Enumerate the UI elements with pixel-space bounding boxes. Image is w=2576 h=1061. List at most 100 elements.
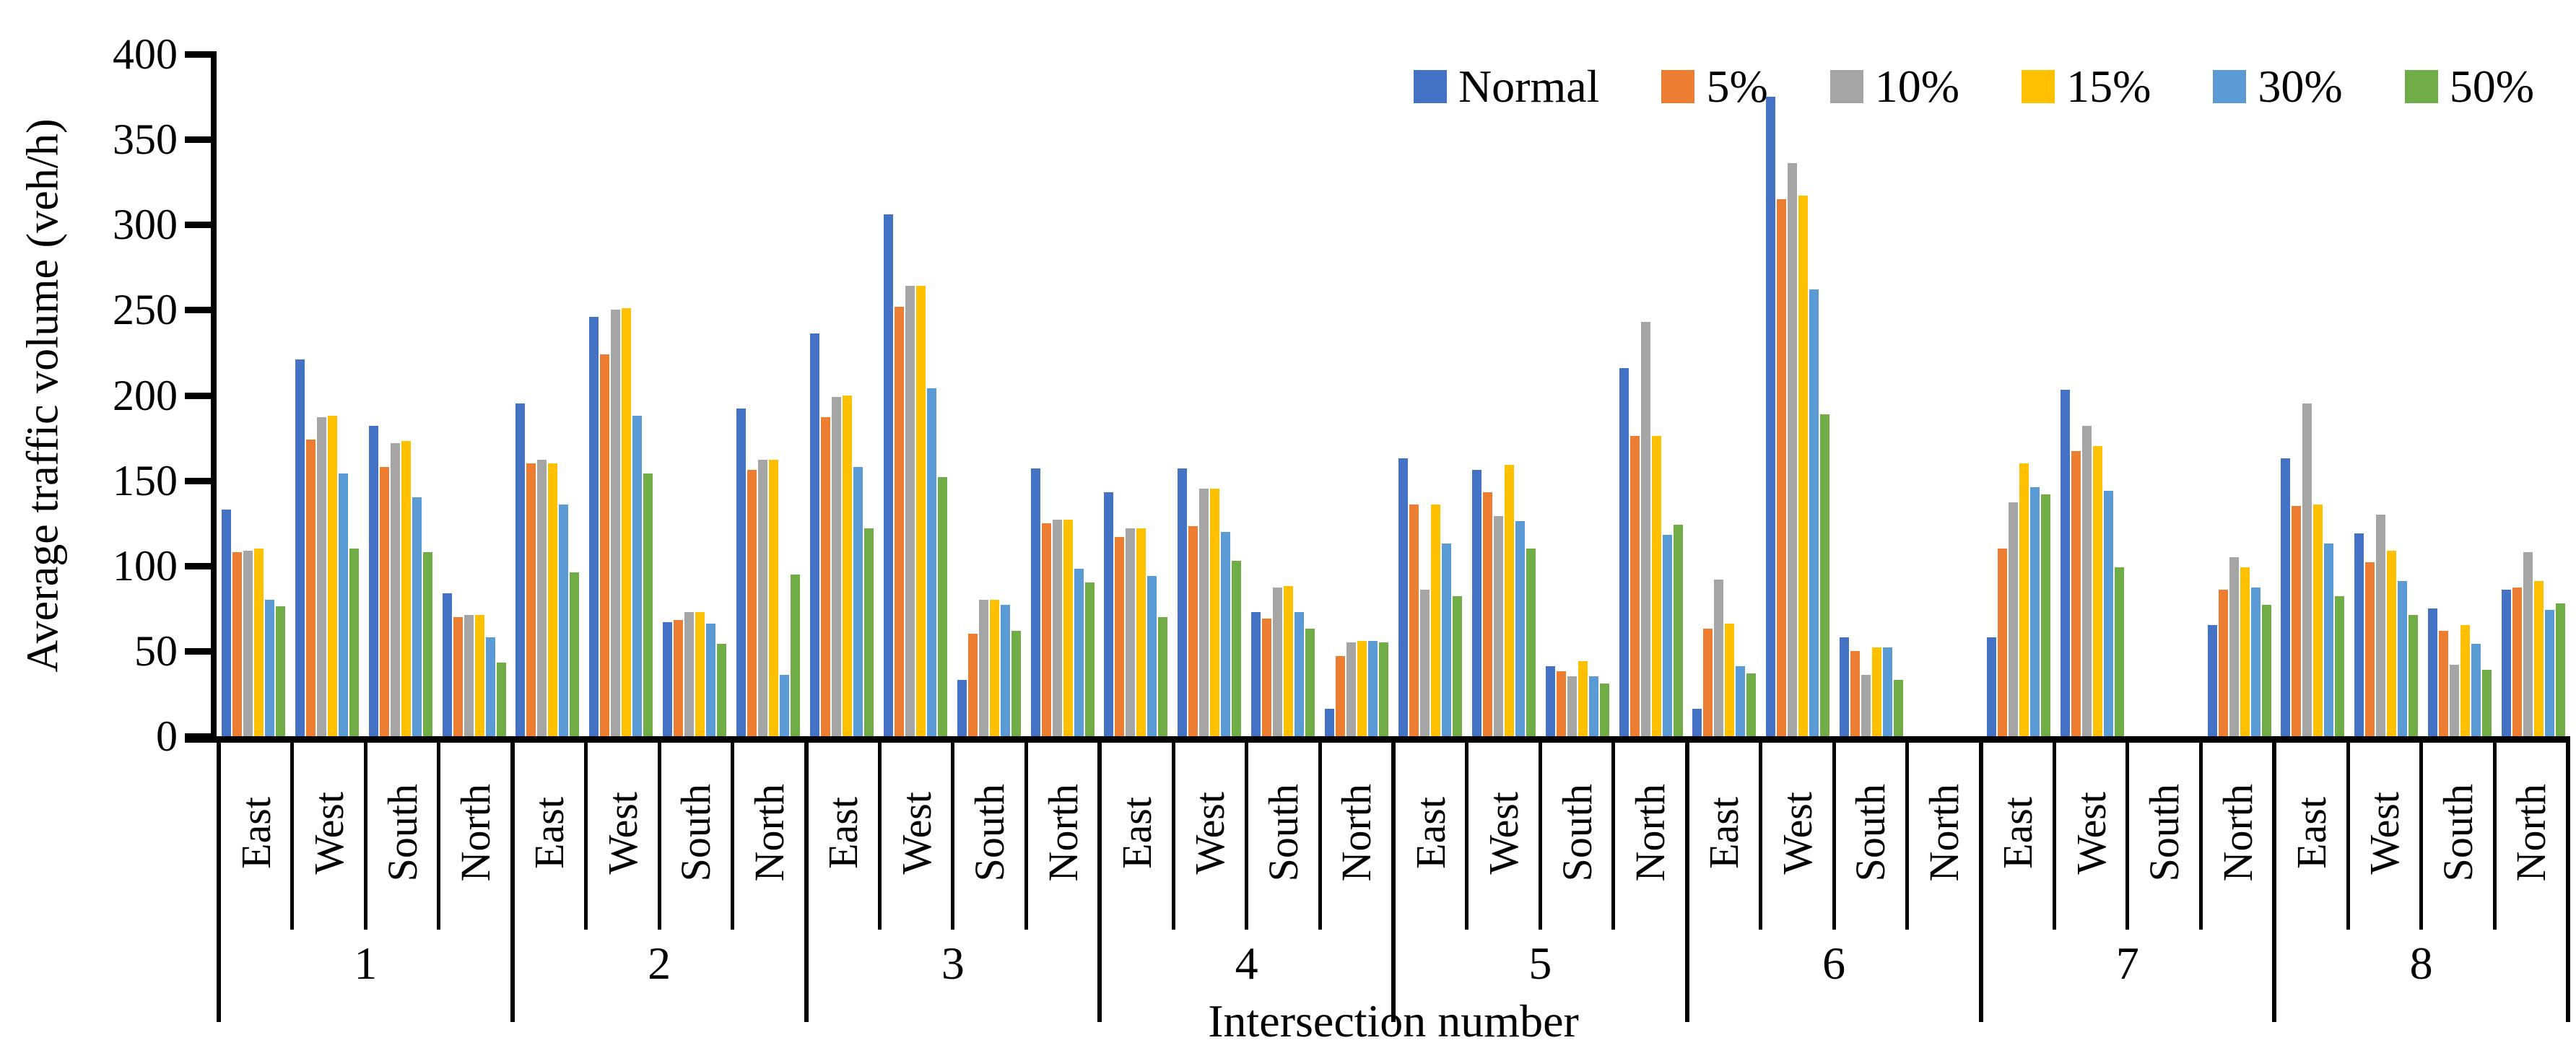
bar-30	[338, 473, 348, 736]
direction-label: West	[1480, 791, 1528, 875]
bar-5	[1188, 526, 1198, 736]
direction-label: East	[1700, 797, 1748, 869]
direction-cell: South	[657, 736, 731, 930]
direction-cell: West	[1759, 736, 1832, 930]
bar-normal	[883, 214, 893, 736]
direction-cell: East	[1102, 736, 1171, 930]
direction-label-row: East West South North East West South North East…	[217, 736, 2570, 930]
legend-swatch-50	[2404, 70, 2438, 103]
bar-group	[1761, 54, 1835, 736]
intersection-label: 2	[515, 930, 809, 1022]
bar-50	[1526, 549, 1536, 736]
bar-normal	[589, 316, 599, 736]
bar-normal	[368, 426, 378, 736]
legend-item: 50%	[2404, 64, 2534, 110]
legend-swatch-10	[1829, 70, 1863, 103]
direction-label: West	[892, 791, 940, 875]
direction-cell: West	[877, 736, 951, 930]
bar-5	[379, 466, 389, 736]
bar-15	[327, 415, 337, 736]
bar-30	[1588, 676, 1598, 736]
bar-5	[600, 354, 610, 736]
direction-label: West	[2361, 791, 2409, 875]
direction-cell: East	[809, 736, 878, 930]
direction-cell: West	[2346, 736, 2419, 930]
intersection-group-1	[217, 54, 511, 736]
direction-section-3: East West South North	[809, 736, 1102, 930]
bar-10	[758, 460, 768, 736]
y-tick-label: 150	[113, 456, 178, 505]
legend-swatch-30	[2213, 70, 2247, 103]
y-tick-label: 250	[113, 286, 178, 334]
bar-15	[2534, 581, 2544, 736]
bar-10	[1493, 516, 1503, 736]
direction-cell: North	[1024, 736, 1097, 930]
bar-15	[1798, 196, 1809, 736]
bar-50	[2261, 605, 2271, 736]
bar-5	[674, 620, 684, 736]
bar-50	[1305, 629, 1315, 736]
bar-10	[1273, 588, 1283, 736]
bar-30	[926, 388, 936, 736]
bar-50	[2482, 669, 2492, 736]
bar-group	[2423, 54, 2497, 736]
bar-10	[2302, 403, 2312, 736]
bar-15	[2313, 504, 2323, 736]
bar-30	[2398, 581, 2408, 736]
bar-normal	[2060, 390, 2070, 736]
direction-cell: East	[515, 736, 584, 930]
bar-normal	[1766, 97, 1776, 736]
bar-30	[2545, 610, 2555, 736]
bar-group	[1467, 54, 1541, 736]
bar-30	[264, 600, 274, 736]
bar-normal	[1030, 468, 1040, 736]
direction-label: North	[1920, 784, 1967, 882]
direction-cell: South	[2125, 736, 2198, 930]
bar-group	[1393, 54, 1467, 736]
y-axis-line	[211, 51, 217, 742]
bar-50	[1379, 642, 1389, 736]
bar-normal	[663, 621, 673, 736]
bar-group	[364, 54, 438, 736]
bar-normal	[1178, 468, 1188, 736]
direction-cell: South	[1538, 736, 1611, 930]
bar-15	[1210, 489, 1220, 736]
bar-10	[1788, 163, 1798, 736]
y-axis-tick	[185, 136, 211, 144]
plot-area: 0 50 100 150 200 250 300 350 400	[113, 30, 2570, 760]
legend-swatch-5	[1661, 70, 1695, 103]
direction-label: West	[1773, 791, 1821, 875]
bar-15	[695, 611, 705, 736]
bar-normal	[2428, 608, 2438, 736]
direction-cell: East	[1983, 736, 2053, 930]
bar-5	[894, 306, 904, 736]
bar-50	[2335, 596, 2345, 736]
direction-label: North	[1627, 784, 1674, 882]
direction-cell: East	[221, 736, 290, 930]
bar-5	[1115, 536, 1125, 736]
bar-10	[1199, 489, 1209, 736]
bar-50	[1599, 683, 1609, 736]
direction-label: West	[599, 791, 646, 875]
bar-30	[2029, 487, 2040, 736]
bar-15	[622, 308, 632, 736]
direction-label: North	[2507, 784, 2555, 882]
bar-normal	[1471, 470, 1481, 736]
bar-5	[2512, 588, 2523, 736]
direction-cell: West	[2052, 736, 2125, 930]
bar-5	[2365, 562, 2375, 736]
direction-label: South	[966, 784, 1014, 882]
bar-30	[780, 674, 790, 736]
legend-label: Normal	[1458, 61, 1600, 112]
bar-15	[548, 463, 558, 736]
y-tick-label: 100	[113, 541, 178, 590]
bar-5	[1629, 436, 1640, 736]
bar-10	[1861, 674, 1871, 736]
bar-15	[1504, 465, 1514, 736]
direction-label: East	[2287, 797, 2335, 869]
bar-10	[2523, 551, 2533, 736]
bar-normal	[1545, 666, 1555, 736]
intersection-label: 1	[221, 930, 515, 1022]
bar-group	[1614, 54, 1688, 736]
